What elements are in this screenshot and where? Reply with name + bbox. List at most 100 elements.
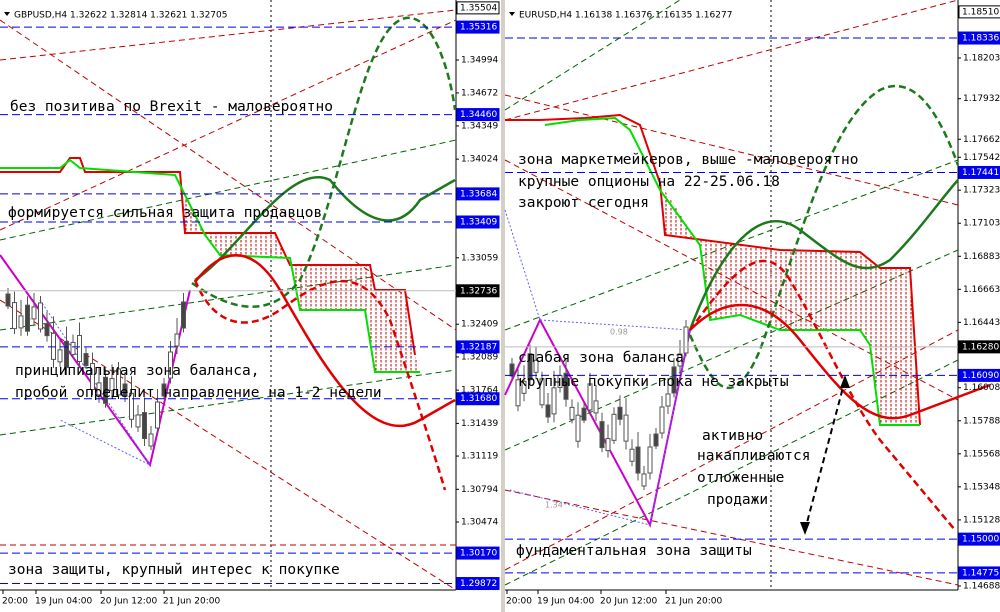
time-label: 20:00 bbox=[2, 597, 28, 607]
candle-body bbox=[155, 401, 160, 429]
candle-body bbox=[677, 353, 683, 367]
annotation: накапливаются bbox=[697, 448, 811, 464]
annotation: пробой определит направление на 1-2 неде… bbox=[15, 385, 382, 401]
time-label: 19 Jun 04:00 bbox=[35, 597, 92, 607]
level-label: 1.18510 bbox=[962, 7, 999, 17]
axis-label: 1.34672 bbox=[461, 88, 498, 98]
candle-body bbox=[623, 414, 629, 442]
candle-body bbox=[168, 351, 173, 379]
annotation: формируется сильная защита продавцов bbox=[8, 205, 322, 221]
axis-label: 1.18203 bbox=[963, 54, 1000, 64]
level-box bbox=[456, 546, 500, 560]
candle-body bbox=[103, 376, 108, 404]
candle-body bbox=[611, 413, 617, 441]
candle-body bbox=[57, 349, 63, 363]
axis-label: 1.15348 bbox=[963, 482, 1000, 492]
annotation: активно bbox=[702, 428, 763, 444]
annotation: слабая зона баланса bbox=[518, 350, 684, 366]
level-box bbox=[456, 284, 500, 298]
time-label: 19 Jun 04:00 bbox=[537, 597, 594, 607]
axis-label: 1.16443 bbox=[963, 318, 1000, 328]
panel-separator bbox=[501, 0, 505, 612]
level-label: 1.18336 bbox=[962, 34, 999, 44]
level-box bbox=[456, 577, 500, 591]
level-box bbox=[456, 215, 500, 229]
level-box bbox=[958, 165, 1000, 179]
candle-body bbox=[617, 406, 623, 420]
axis-label: 1.16663 bbox=[963, 285, 1000, 295]
level-box bbox=[456, 1, 500, 15]
axis-label: 1.14688 bbox=[963, 582, 1000, 592]
candle-body bbox=[181, 301, 186, 329]
axis-label: 1.34024 bbox=[461, 155, 498, 165]
candle-body bbox=[64, 340, 69, 368]
header-arrow bbox=[4, 12, 10, 16]
candle-body bbox=[38, 302, 43, 330]
axis-label: 1.17103 bbox=[963, 219, 1000, 229]
candle-body bbox=[605, 438, 611, 452]
candle-body bbox=[148, 433, 154, 447]
level-label: 1.14775 bbox=[962, 568, 999, 578]
candle-body bbox=[135, 414, 141, 428]
candle-body bbox=[12, 302, 17, 330]
candle-body bbox=[174, 333, 180, 347]
level-box bbox=[958, 532, 1000, 546]
candle-body bbox=[653, 433, 659, 447]
level-box bbox=[958, 5, 1000, 19]
chart-header: GBPUSD,H4 1.32622 1.32814 1.32621 1.3270… bbox=[14, 11, 227, 21]
axis-label: 1.15128 bbox=[963, 515, 1000, 525]
level-label: 1.32736 bbox=[460, 286, 497, 296]
candle-body bbox=[647, 446, 653, 474]
axis-label: 1.31764 bbox=[461, 386, 498, 396]
candle-body bbox=[575, 414, 581, 442]
level-box bbox=[456, 392, 500, 406]
candle-body bbox=[90, 363, 95, 391]
small-label: 1.34 bbox=[545, 501, 563, 510]
candle-body bbox=[683, 326, 689, 354]
annotation: зона защиты, крупный интерес к покупке bbox=[8, 562, 340, 578]
axis-label: 1.15788 bbox=[963, 416, 1000, 426]
annotation: отложенные bbox=[697, 470, 784, 486]
annotation: закроют сегодня bbox=[518, 195, 649, 211]
candle-body bbox=[5, 293, 11, 307]
candle-body bbox=[18, 315, 24, 329]
candle-body bbox=[527, 353, 533, 381]
level-box bbox=[456, 187, 500, 201]
axis-label: 1.34994 bbox=[461, 56, 498, 66]
axis-label: 1.32409 bbox=[461, 320, 498, 330]
level-box bbox=[958, 368, 1000, 382]
level-box bbox=[958, 340, 1000, 354]
axis-label: 1.15568 bbox=[963, 449, 1000, 459]
candle-body bbox=[25, 304, 30, 332]
candle-body bbox=[116, 368, 121, 396]
header-arrow bbox=[509, 12, 515, 16]
small-label: 0.98 bbox=[610, 328, 628, 337]
level-label: 1.33409 bbox=[460, 218, 497, 228]
chart-header: EURUSD,H4 1.16138 1.16376 1.16135 1.1627… bbox=[519, 11, 732, 21]
annotation: крупные опционы на 22-25.06.18 bbox=[518, 174, 780, 190]
annotation: зона маркетмейкеров, выше -маловероятно bbox=[518, 152, 858, 168]
level-label: 1.31680 bbox=[460, 394, 497, 404]
level-label: 1.34460 bbox=[460, 110, 497, 120]
candle-body bbox=[70, 341, 76, 355]
candle-body bbox=[31, 306, 37, 320]
annotation: принципиальная зона баланса, bbox=[15, 363, 259, 379]
axis-label: 1.16008 bbox=[963, 383, 1000, 393]
candle-body bbox=[599, 421, 605, 449]
axis-label: 1.17662 bbox=[963, 135, 1000, 145]
candle-body bbox=[671, 366, 677, 394]
candle-body bbox=[96, 382, 102, 396]
time-label: 20 Jun 12:00 bbox=[600, 597, 657, 607]
axis-label: 1.31439 bbox=[461, 419, 498, 429]
candle-body bbox=[51, 332, 56, 360]
axis-label: 1.17542 bbox=[963, 153, 1000, 163]
candle-body bbox=[83, 353, 89, 367]
level-box bbox=[456, 108, 500, 122]
level-label: 1.16090 bbox=[962, 371, 999, 381]
annotation: фундаментальная зона защиты bbox=[516, 543, 752, 559]
candle-body bbox=[635, 446, 641, 474]
time-label: 20 Jun 12:00 bbox=[100, 597, 157, 607]
candle-body bbox=[161, 383, 167, 397]
level-label: 1.16280 bbox=[962, 342, 999, 352]
